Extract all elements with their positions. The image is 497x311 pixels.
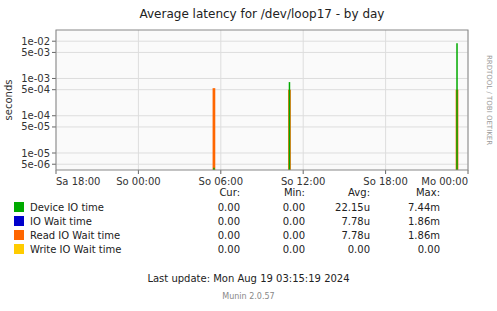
legend-swatch: [14, 216, 24, 226]
table-value: 0.00: [218, 244, 240, 255]
tick-label: 1e-05: [21, 148, 50, 159]
title: Average latency for /dev/loop17 - by day: [140, 7, 385, 21]
table-value: 0.00: [418, 244, 440, 255]
chart: 5e-061e-05 5e-051e-04 5e-041e-03 5e-031e-02…: [0, 0, 497, 311]
tick-label: 1e-02: [21, 36, 50, 47]
legend-label: Write IO Wait time: [30, 244, 121, 255]
legend-label: Device IO time: [30, 202, 104, 213]
tick-label: 5e-04: [21, 84, 50, 95]
grid-line: [56, 52, 468, 53]
grid-line: [220, 30, 221, 170]
table-value: 1.86m: [408, 216, 440, 227]
plot-area: [56, 30, 468, 170]
table-value: 0.00: [283, 230, 305, 241]
tick-mark: [303, 170, 304, 174]
tick-mark: [52, 89, 56, 90]
grid-line: [56, 78, 468, 79]
legend-swatch: [14, 202, 24, 212]
plot-frame: [56, 30, 468, 170]
legend-swatch: [14, 244, 24, 254]
tick-label: 5e-03: [21, 47, 50, 58]
marks: [214, 43, 457, 170]
tick-mark: [52, 41, 56, 42]
stem: [289, 82, 291, 170]
axis-label: seconds: [3, 80, 14, 121]
series: [214, 88, 457, 170]
table-value: 7.78u: [341, 216, 370, 227]
tick-label: So 18:00: [363, 176, 407, 187]
legend-swatch: [14, 230, 24, 240]
grid-line: [56, 153, 468, 154]
table-value: 0.00: [218, 202, 240, 213]
table-header: Min:: [284, 187, 305, 198]
tick-mark: [468, 170, 469, 174]
tick-label: 1e-03: [21, 73, 50, 84]
tick-label: 5e-05: [21, 121, 50, 132]
series: [214, 43, 457, 170]
grid: [56, 30, 468, 170]
tick-mark: [220, 170, 221, 174]
table-value: 22.15u: [335, 202, 370, 213]
grid-line: [56, 115, 468, 116]
tick-mark: [56, 170, 57, 174]
table-value: 0.00: [283, 244, 305, 255]
grid-line: [56, 164, 468, 165]
tick-mark: [52, 115, 56, 116]
grid-line: [56, 89, 468, 90]
tick-mark: [385, 170, 386, 174]
tick-label: So 00:00: [116, 176, 160, 187]
tick-mark: [52, 164, 56, 165]
last-update: Last update: Mon Aug 19 03:15:19 2024: [147, 273, 349, 284]
table-value: 0.00: [218, 230, 240, 241]
tick-label: Sa 18:00: [56, 176, 100, 187]
table-header: Max:: [416, 187, 440, 198]
tick-label: 1e-04: [21, 110, 50, 121]
table-value: 0.00: [218, 216, 240, 227]
tick-mark: [52, 126, 56, 127]
tick-mark: [52, 153, 56, 154]
tick-label: So 12:00: [281, 176, 325, 187]
table-value: 1.86m: [408, 230, 440, 241]
table-value: 0.00: [283, 202, 305, 213]
legend-label: IO Wait time: [30, 216, 92, 227]
tick-label: So 06:00: [199, 176, 243, 187]
tick-mark: [52, 78, 56, 79]
table-value: 0.00: [283, 216, 305, 227]
grid-line: [385, 30, 386, 170]
table-value: 7.44m: [408, 202, 440, 213]
table-value: 7.78u: [341, 230, 370, 241]
version: Munin 2.0.57: [222, 292, 274, 301]
grid-line: [56, 41, 468, 42]
grid-line: [138, 30, 139, 170]
tick-label: 5e-06: [21, 159, 50, 170]
tick-label: Mo 00:00: [421, 176, 468, 187]
table-header: Cur:: [219, 187, 240, 198]
stem: [213, 88, 216, 170]
stem: [456, 43, 458, 170]
grid-line: [56, 126, 468, 127]
legend-label: Read IO Wait time: [30, 230, 120, 241]
watermark: RRDTOOL / TOBI OETIKER: [485, 55, 493, 145]
grid-line: [303, 30, 304, 170]
tick-mark: [52, 52, 56, 53]
table-value: 0.00: [348, 244, 370, 255]
table-header: Avg:: [348, 187, 370, 198]
tick-mark: [138, 170, 139, 174]
